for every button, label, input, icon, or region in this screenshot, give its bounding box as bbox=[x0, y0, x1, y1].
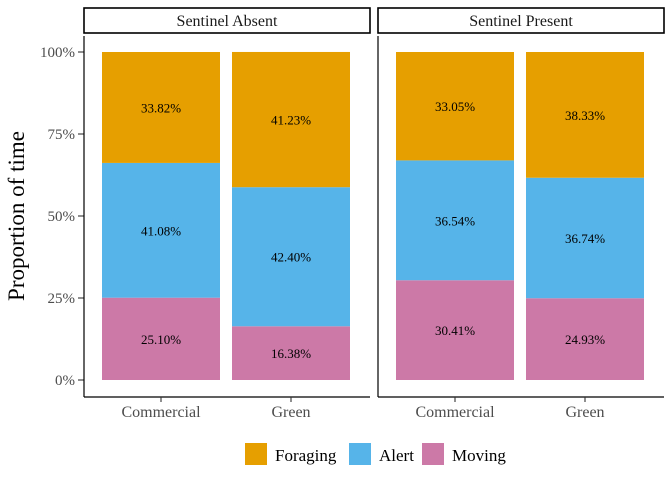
bar-segment-foraging bbox=[526, 52, 644, 178]
legend-swatch bbox=[349, 443, 371, 465]
bar-segment-moving bbox=[232, 326, 350, 380]
legend-swatch bbox=[422, 443, 444, 465]
data-label: 36.54% bbox=[435, 213, 475, 228]
legend-label: Alert bbox=[379, 446, 414, 465]
panel-title: Sentinel Present bbox=[469, 13, 573, 30]
data-label: 24.93% bbox=[565, 332, 605, 347]
data-label: 41.08% bbox=[141, 223, 181, 238]
data-label: 33.05% bbox=[435, 99, 475, 114]
panel-title: Sentinel Absent bbox=[177, 13, 278, 30]
bar-segment-alert bbox=[102, 162, 220, 298]
y-tick-label: 25% bbox=[48, 291, 76, 307]
bar-segment-foraging bbox=[102, 52, 220, 163]
data-label: 41.23% bbox=[271, 113, 311, 128]
y-axis-title: Proportion of time bbox=[4, 131, 29, 301]
legend-label: Foraging bbox=[275, 446, 337, 465]
legend-item-alert: Alert bbox=[349, 443, 414, 465]
legend-label: Moving bbox=[452, 446, 506, 465]
bar-segment-foraging bbox=[396, 52, 514, 161]
y-tick-label: 0% bbox=[55, 373, 75, 389]
y-tick-label: 50% bbox=[48, 209, 76, 225]
x-tick-label: Commercial bbox=[121, 404, 201, 421]
legend-item-moving: Moving bbox=[422, 443, 506, 465]
x-tick-label: Green bbox=[565, 404, 604, 421]
y-tick-label: 75% bbox=[48, 127, 76, 143]
bar-segment-alert bbox=[232, 187, 350, 327]
panel-strip bbox=[377, 7, 665, 34]
y-axis: 0% 25% 50% 75% 100% bbox=[40, 45, 84, 389]
panels: Sentinel Absent 25.10% 41.08% 33.82% Commerc… bbox=[83, 7, 665, 421]
data-label: 36.74% bbox=[565, 231, 605, 246]
bar-segment-foraging bbox=[232, 51, 350, 188]
y-tick-label: 100% bbox=[40, 45, 75, 61]
x-tick-label: Green bbox=[271, 404, 310, 421]
data-label: 16.38% bbox=[271, 346, 311, 361]
legend: Foraging Alert Moving bbox=[245, 443, 506, 465]
data-label: 42.40% bbox=[271, 250, 311, 265]
data-label: 25.10% bbox=[141, 332, 181, 347]
legend-swatch bbox=[245, 443, 267, 465]
bar-segment-moving bbox=[102, 297, 220, 380]
data-label: 30.41% bbox=[435, 323, 475, 338]
bar-segment-moving bbox=[526, 298, 644, 380]
data-label: 33.82% bbox=[141, 100, 181, 115]
bar-segment-moving bbox=[396, 280, 514, 380]
panel-strip bbox=[83, 7, 371, 34]
x-tick-label: Commercial bbox=[415, 404, 495, 421]
bar-segment-alert bbox=[396, 160, 514, 281]
legend-item-foraging: Foraging bbox=[245, 443, 337, 465]
bar-segment-alert bbox=[526, 177, 644, 299]
data-label: 38.33% bbox=[565, 108, 605, 123]
panel-2: Sentinel Present 30.41% 36.54% 33.05% Commer… bbox=[377, 7, 665, 421]
panel-1: Sentinel Absent 25.10% 41.08% 33.82% Commerc… bbox=[83, 7, 371, 421]
